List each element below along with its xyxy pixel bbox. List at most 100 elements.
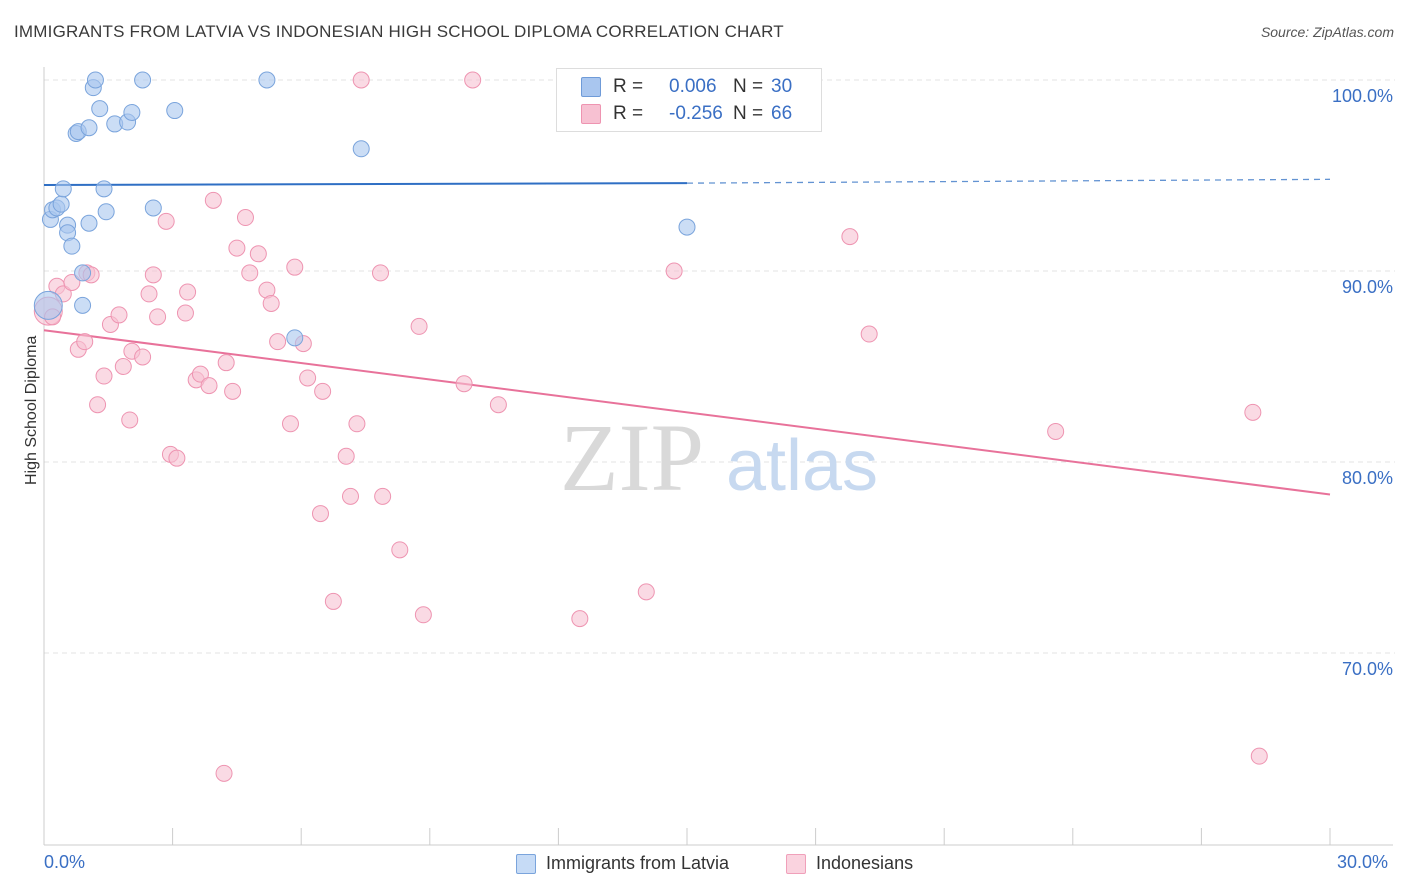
point-indonesians — [341, 487, 359, 505]
n-label: N = — [733, 76, 764, 97]
point-indonesians — [637, 583, 655, 601]
y-tick-label-100: 100.0% — [1331, 86, 1393, 106]
point-latvia — [95, 180, 113, 198]
point-latvia — [123, 103, 141, 121]
point-indonesians — [489, 396, 507, 414]
point-indonesians — [391, 541, 409, 559]
point-indonesians — [1047, 422, 1065, 440]
point-latvia — [74, 296, 92, 314]
point-indonesians — [262, 294, 280, 312]
point-indonesians — [89, 396, 107, 414]
watermark-zip: ZIP — [560, 404, 704, 511]
point-latvia — [678, 218, 696, 236]
chart-title: IMMIGRANTS FROM LATVIA VS INDONESIAN HIG… — [14, 22, 784, 41]
grid-lines — [44, 79, 1395, 654]
legend-label: Indonesians — [816, 853, 914, 873]
point-latvia — [286, 329, 304, 347]
point-indonesians — [236, 209, 254, 227]
trend-line-latvia-extension — [686, 178, 1331, 184]
point-indonesians — [314, 382, 332, 400]
point-indonesians — [269, 333, 287, 351]
point-latvia — [134, 71, 152, 89]
point-indonesians — [224, 382, 242, 400]
point-indonesians — [571, 610, 589, 628]
point-indonesians — [464, 71, 482, 89]
point-indonesians — [299, 369, 317, 387]
x-tick-label-max: 30.0% — [1337, 852, 1389, 872]
point-latvia — [54, 180, 72, 198]
watermark: ZIP atlas — [560, 404, 878, 511]
point-indonesians — [665, 262, 683, 280]
point-latvia — [166, 102, 184, 120]
point-indonesians — [140, 285, 158, 303]
point-latvia — [80, 214, 98, 232]
point-indonesians — [374, 487, 392, 505]
n-value: 30 — [771, 76, 793, 97]
point-latvia — [352, 140, 370, 158]
trend-line-indonesians — [43, 329, 1331, 496]
watermark-atlas: atlas — [726, 426, 878, 506]
point-indonesians — [134, 348, 152, 366]
point-indonesians — [241, 264, 259, 282]
legend-label: Immigrants from Latvia — [546, 853, 730, 873]
x-tick-label-min: 0.0% — [44, 852, 86, 872]
point-indonesians — [1244, 403, 1262, 421]
y-tick-label-80: 80.0% — [1341, 468, 1393, 488]
point-indonesians — [200, 377, 218, 395]
y-tick-label-70: 70.0% — [1341, 659, 1393, 679]
point-latvia — [52, 195, 70, 213]
point-indonesians — [168, 449, 186, 467]
point-indonesians — [144, 266, 162, 284]
n-value: 66 — [771, 103, 793, 124]
point-indonesians — [281, 415, 299, 433]
source-label: Source: ZipAtlas.com — [1260, 24, 1394, 40]
point-indonesians — [191, 365, 209, 383]
point-indonesians — [352, 71, 370, 89]
point-latvia — [74, 264, 92, 282]
point-indonesians — [841, 228, 859, 246]
point-indonesians — [176, 304, 194, 322]
point-latvia — [258, 71, 276, 89]
point-indonesians — [860, 325, 878, 343]
point-indonesians — [311, 505, 329, 523]
stats-swatch-indonesians — [581, 104, 601, 124]
point-indonesians — [215, 764, 233, 782]
data-points — [33, 71, 1268, 782]
point-indonesians — [76, 333, 94, 351]
point-indonesians — [121, 411, 139, 429]
point-indonesians — [348, 415, 366, 433]
point-indonesians — [249, 245, 267, 263]
point-latvia — [86, 71, 104, 89]
point-indonesians — [63, 273, 81, 291]
point-indonesians — [217, 354, 235, 372]
point-indonesians — [95, 367, 113, 385]
point-latvia — [144, 199, 162, 217]
axes — [43, 67, 1393, 846]
point-indonesians — [372, 264, 390, 282]
point-indonesians — [114, 358, 132, 375]
point-latvia — [80, 119, 98, 137]
point-indonesians — [179, 283, 197, 301]
r-label: R = — [613, 103, 644, 124]
point-indonesians — [337, 447, 355, 465]
trend-line-latvia — [43, 182, 688, 187]
point-indonesians — [414, 606, 432, 624]
stats-swatch-latvia — [581, 77, 601, 97]
legend-swatch-indonesians — [786, 854, 806, 874]
point-latvia — [91, 100, 109, 118]
r-value: -0.256 — [669, 103, 723, 124]
point-indonesians — [228, 239, 246, 257]
point-latvia — [63, 237, 81, 255]
point-indonesians — [157, 212, 175, 230]
point-indonesians — [324, 592, 342, 610]
point-indonesians — [410, 317, 428, 335]
point-indonesians — [149, 308, 167, 326]
r-value: 0.006 — [669, 76, 717, 97]
point-latvia — [33, 290, 63, 320]
point-indonesians — [204, 191, 222, 209]
point-indonesians — [1250, 747, 1268, 765]
point-latvia — [97, 203, 115, 221]
point-indonesians — [286, 258, 304, 276]
y-tick-label-90: 90.0% — [1341, 277, 1393, 297]
